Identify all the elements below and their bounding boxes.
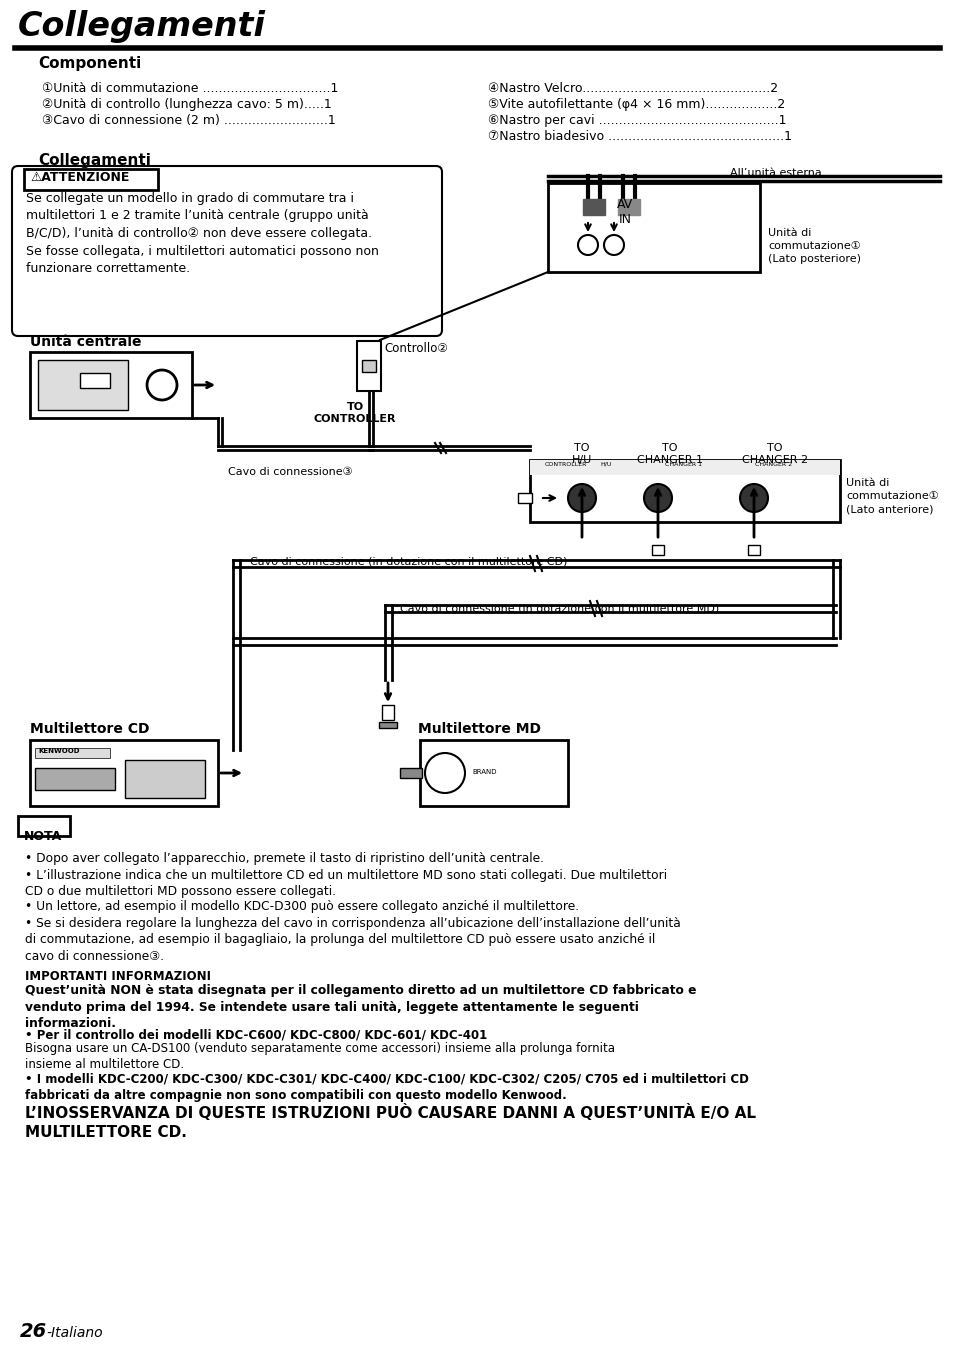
Bar — [638, 241, 659, 251]
Text: TO
CHANGER 2: TO CHANGER 2 — [741, 443, 807, 465]
Bar — [38, 360, 128, 410]
Text: KENWOOD: KENWOOD — [38, 748, 79, 754]
Bar — [378, 722, 396, 727]
Circle shape — [643, 484, 671, 512]
Text: NOTA: NOTA — [24, 830, 62, 844]
Circle shape — [567, 484, 596, 512]
Text: CHANGER 2: CHANGER 2 — [754, 462, 791, 466]
Text: Se collegate un modello in grado di commutare tra i
multilettori 1 e 2 tramite l: Se collegate un modello in grado di comm… — [26, 192, 378, 274]
Bar — [419, 740, 567, 806]
Text: Quest’unità NON è stata disegnata per il collegamento diretto ad un multilettore: Quest’unità NON è stata disegnata per il… — [25, 984, 696, 1030]
Bar — [125, 760, 205, 798]
Bar — [35, 748, 110, 758]
Bar — [80, 373, 110, 388]
Text: Collegamenti: Collegamenti — [38, 153, 151, 168]
Text: Multilettore MD: Multilettore MD — [417, 722, 540, 735]
Text: Collegamenti: Collegamenti — [18, 9, 266, 43]
Bar — [530, 460, 840, 522]
FancyBboxPatch shape — [12, 166, 441, 337]
Text: Cavo di connessione③: Cavo di connessione③ — [228, 466, 353, 477]
Text: Unità di
commutazione①
(Lato posteriore): Unità di commutazione① (Lato posteriore) — [767, 228, 861, 265]
Text: CONTROLLER: CONTROLLER — [544, 462, 587, 466]
Text: -Italiano: -Italiano — [46, 1326, 103, 1340]
FancyBboxPatch shape — [24, 169, 158, 191]
Text: BRAND: BRAND — [472, 769, 496, 775]
Text: AV
IN: AV IN — [617, 197, 633, 226]
Text: • Se si desidera regolare la lunghezza del cavo in corrispondenza all’ubicazione: • Se si desidera regolare la lunghezza d… — [25, 917, 680, 963]
Text: Bisogna usare un CA-DS100 (venduto separatamente come accessori) insieme alla pr: Bisogna usare un CA-DS100 (venduto separ… — [25, 1042, 615, 1072]
Bar — [30, 740, 218, 806]
Text: Cavo di connessione (in dotazione con il multilettore MD): Cavo di connessione (in dotazione con il… — [399, 604, 719, 614]
Text: • Per il controllo dei modelli KDC-C600/ KDC-C800/ KDC-601/ KDC-401: • Per il controllo dei modelli KDC-C600/… — [25, 1028, 487, 1041]
Bar — [381, 704, 394, 721]
Text: All’unità esterna: All’unità esterna — [729, 168, 821, 178]
Text: ①Unità di commutazione ................................1: ①Unità di commutazione .................… — [42, 82, 338, 95]
Text: Unità di
commutazione①
(Lato anteriore): Unità di commutazione① (Lato anteriore) — [845, 479, 938, 514]
Bar — [399, 768, 421, 777]
Text: Unità centrale: Unità centrale — [30, 335, 141, 349]
FancyBboxPatch shape — [18, 817, 70, 836]
Text: L’INOSSERVANZA DI QUESTE ISTRUZIONI PUÒ CAUSARE DANNI A QUEST’UNITÀ E/O AL
MULTI: L’INOSSERVANZA DI QUESTE ISTRUZIONI PUÒ … — [25, 1105, 755, 1140]
Circle shape — [740, 484, 767, 512]
Bar — [517, 493, 532, 503]
Text: ③Cavo di connessione (2 m) ..........................1: ③Cavo di connessione (2 m) .............… — [42, 114, 335, 127]
Text: TO
CHANGER 1: TO CHANGER 1 — [637, 443, 702, 465]
Text: • L’illustrazione indica che un multilettore CD ed un multilettore MD sono stati: • L’illustrazione indica che un multilet… — [25, 869, 666, 899]
Bar — [618, 199, 639, 215]
Text: CHANGER 1: CHANGER 1 — [664, 462, 701, 466]
Bar — [651, 545, 663, 556]
Text: ④Nastro Velcro...............................................2: ④Nastro Velcro..........................… — [488, 82, 778, 95]
Bar — [35, 768, 115, 790]
Text: ⑥Nastro per cavi .............................................1: ⑥Nastro per cavi .......................… — [488, 114, 785, 127]
Text: H/U: H/U — [599, 462, 611, 466]
Bar — [582, 199, 604, 215]
Text: • Un lettore, ad esempio il modello KDC-D300 può essere collegato anziché il mul: • Un lettore, ad esempio il modello KDC-… — [25, 900, 578, 913]
Bar — [530, 460, 840, 475]
Bar — [547, 183, 760, 272]
Text: Componenti: Componenti — [38, 55, 141, 72]
Text: ②Unità di controllo (lunghezza cavo: 5 m).....1: ②Unità di controllo (lunghezza cavo: 5 m… — [42, 97, 332, 111]
Bar — [30, 352, 192, 418]
Text: • Dopo aver collegato l’apparecchio, premete il tasto di ripristino dell’unità c: • Dopo aver collegato l’apparecchio, pre… — [25, 852, 543, 865]
Text: ⚠ATTENZIONE: ⚠ATTENZIONE — [30, 170, 130, 184]
Text: ⑤Vite autofilettante (φ4 × 16 mm)..................2: ⑤Vite autofilettante (φ4 × 16 mm).......… — [488, 97, 784, 111]
Bar — [361, 360, 375, 372]
Text: IMPORTANTI INFORMAZIONI: IMPORTANTI INFORMAZIONI — [25, 969, 211, 983]
Text: TO
CONTROLLER: TO CONTROLLER — [314, 402, 395, 423]
Text: Cavo di connessione (in dotazione con il multilettore CD): Cavo di connessione (in dotazione con il… — [250, 557, 567, 566]
Text: Multilettore CD: Multilettore CD — [30, 722, 150, 735]
Text: TO
H/U: TO H/U — [571, 443, 592, 465]
FancyBboxPatch shape — [356, 341, 380, 391]
Bar — [747, 545, 760, 556]
Text: ⑦Nastro biadesivo ............................................1: ⑦Nastro biadesivo ......................… — [488, 130, 791, 143]
Text: Controllo②: Controllo② — [384, 342, 447, 356]
Text: • I modelli KDC-C200/ KDC-C300/ KDC-C301/ KDC-C400/ KDC-C100/ KDC-C302/ C205/ C7: • I modelli KDC-C200/ KDC-C300/ KDC-C301… — [25, 1072, 748, 1102]
Bar — [667, 241, 685, 251]
Text: 26: 26 — [20, 1322, 48, 1341]
